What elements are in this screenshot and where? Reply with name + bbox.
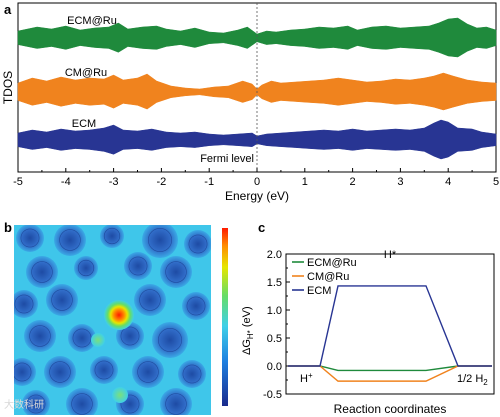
low-density-region <box>44 356 76 388</box>
free-energy-chart: -0.5 0.0 0.5 1.0 1.5 2.0 ECM@Ru CM@Ru ECM H+ H* 1/2… <box>241 249 495 416</box>
x-tick-label: 3 <box>397 176 403 188</box>
x-tick-label: -3 <box>109 176 119 188</box>
x-tick-label: 2 <box>350 176 356 188</box>
y-tick-label: 0.5 <box>267 333 282 345</box>
green-spot <box>91 333 105 347</box>
series-label: CM@Ru <box>65 67 107 79</box>
contour-line <box>29 325 51 347</box>
contour-line <box>165 393 187 415</box>
x-tick-label: -5 <box>13 176 23 188</box>
low-density-region <box>182 292 210 320</box>
x-tick-label: 1 <box>302 176 308 188</box>
contour-line <box>51 289 73 311</box>
panel-label-c: c <box>258 220 265 235</box>
series-label: ECM@Ru <box>67 15 117 27</box>
fermi-label: Fermi level <box>200 153 254 165</box>
low-density-region <box>152 322 188 358</box>
state-label-hplus: H+ <box>300 371 313 385</box>
watermark-text: 大数科研 <box>4 400 44 411</box>
x-tick-label: -2 <box>157 176 167 188</box>
low-density-region <box>142 225 178 258</box>
low-density-region <box>160 388 192 415</box>
series-label: ECM <box>72 118 96 130</box>
panel-label-a: a <box>4 2 12 17</box>
legend-label: ECM <box>307 285 331 297</box>
y-tick-label: 1.5 <box>267 277 282 289</box>
low-density-region <box>68 324 96 352</box>
contour-line <box>128 256 148 276</box>
contour-line <box>14 294 34 314</box>
contour-line <box>139 289 161 311</box>
contour-line <box>182 364 202 384</box>
contour-line <box>158 327 183 352</box>
green-spot <box>112 387 128 403</box>
y-axis-label: ΔGH* (eV) <box>241 306 255 355</box>
y-tick-label: -0.5 <box>263 389 282 401</box>
energy-path-ecm <box>288 285 492 367</box>
legend-label: CM@Ru <box>307 271 349 283</box>
y-tick-label: 1.0 <box>267 305 282 317</box>
panel-label-b: b <box>4 220 12 235</box>
contour-line <box>188 234 208 254</box>
contour-line <box>165 261 187 283</box>
tdos-chart: ECM@Ru CM@Ru ECM Fermi level -5 -4 -3 -2 -1 0 1 2 3 4… <box>1 2 499 203</box>
x-tick-label: 0 <box>254 176 260 188</box>
contour-line <box>120 394 140 414</box>
low-density-region <box>46 284 78 316</box>
contour-line <box>59 229 81 251</box>
tdos-series-ecm-ru <box>17 17 497 58</box>
y-tick-label: 0.0 <box>267 361 282 373</box>
low-density-region <box>22 390 50 415</box>
x-tick-label: 4 <box>445 176 451 188</box>
contour-line <box>94 360 114 380</box>
low-density-region <box>14 358 36 386</box>
low-density-region <box>16 225 44 252</box>
low-density-region <box>14 290 38 318</box>
low-density-region <box>74 256 98 280</box>
contour-line <box>72 328 92 348</box>
contour-line <box>71 393 93 415</box>
contour-line <box>137 361 159 383</box>
contour-line <box>120 326 140 346</box>
legend-label: ECM@Ru <box>307 257 357 269</box>
low-density-region <box>124 252 152 280</box>
contour-line <box>49 361 71 383</box>
charge-density-map <box>14 225 228 415</box>
contour-line <box>103 227 121 245</box>
state-label-hstar: H* <box>384 249 397 261</box>
contour-line <box>31 261 53 283</box>
y-tick-label: 2.0 <box>267 249 282 261</box>
low-density-region <box>66 388 98 415</box>
low-density-region <box>24 320 56 352</box>
state-label-h2: 1/2 H2 <box>457 373 488 387</box>
low-density-region <box>100 225 124 248</box>
colorbar <box>222 228 228 406</box>
low-density-region <box>54 225 86 256</box>
contour-line <box>26 394 46 414</box>
low-density-region <box>184 230 211 258</box>
contour-line <box>148 228 173 253</box>
contour-line <box>77 259 95 277</box>
low-density-region <box>134 284 166 316</box>
x-tick-label: -1 <box>204 176 214 188</box>
x-tick-label: 5 <box>493 176 499 188</box>
x-tick-label: -4 <box>61 176 71 188</box>
low-density-region <box>132 356 164 388</box>
x-axis-label: Energy (eV) <box>225 189 289 203</box>
contour-line <box>14 362 32 382</box>
low-density-region <box>160 256 192 288</box>
low-density-region <box>90 356 118 384</box>
contour-line <box>20 228 40 248</box>
y-axis-label: TDOS <box>1 71 15 104</box>
ru-site-hotspot <box>104 300 134 330</box>
map-area <box>14 225 211 415</box>
low-density-region <box>178 360 206 388</box>
low-density-region <box>26 256 58 288</box>
x-axis-label: Reaction coordinates <box>334 402 447 416</box>
contour-line <box>186 296 206 316</box>
